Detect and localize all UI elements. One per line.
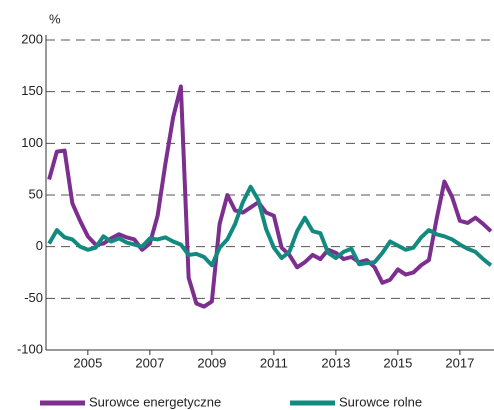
- x-tick-label: 2005: [73, 355, 102, 370]
- x-tick-label: 2011: [260, 355, 288, 370]
- x-tick-label: 2009: [197, 355, 226, 370]
- y-tick-label: 150: [21, 83, 43, 98]
- x-tick-label: 2017: [445, 355, 474, 370]
- x-tick-label: 2007: [135, 355, 164, 370]
- y-tick-label: 50: [29, 186, 43, 201]
- y-tick-label: 100: [21, 135, 43, 150]
- series-line: [47, 84, 493, 309]
- series-line: [47, 184, 493, 268]
- y-tick-label: -50: [24, 290, 43, 305]
- y-tick-label: 0: [36, 238, 43, 253]
- x-tick-label: 2013: [321, 355, 350, 370]
- legend-label: Surowce energetyczne: [89, 394, 221, 409]
- x-tick-label: 2015: [383, 355, 412, 370]
- y-axis-label: %: [49, 11, 61, 26]
- y-tick-label: -100: [17, 341, 43, 356]
- y-tick-label: 200: [21, 31, 43, 46]
- legend-label: Surowce rolne: [339, 394, 422, 409]
